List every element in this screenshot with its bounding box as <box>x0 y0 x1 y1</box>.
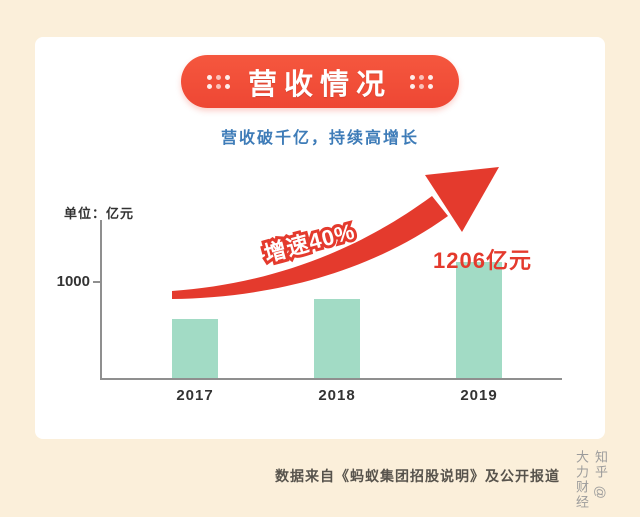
y-axis <box>100 220 102 379</box>
banner-title: 营收情况 <box>247 68 393 101</box>
watermark: 知乎 @大力财经 <box>574 450 608 510</box>
unit-label: 单位：亿元 <box>64 206 135 221</box>
y-tick-mark <box>93 281 100 283</box>
x-tick-label-2019: 2019 <box>460 387 498 404</box>
value-label-2019: 1206亿元 <box>433 248 532 273</box>
bar-2019 <box>456 262 502 378</box>
x-axis <box>100 378 562 380</box>
title-banner: 营收情况 <box>180 55 460 108</box>
x-tick-label-2017: 2017 <box>176 387 214 404</box>
chart-subtitle: 营收破千亿，持续高增长 <box>220 130 419 147</box>
bar-2018 <box>314 299 360 378</box>
y-tick-label: 1000 <box>56 273 90 290</box>
source-caption: 数据来自《蚂蚁集团招股说明》及公开报道 <box>275 468 560 484</box>
bar-2017 <box>172 319 218 378</box>
dot-grid-icon-right <box>410 74 434 89</box>
dot-grid-icon-left <box>206 74 230 89</box>
x-tick-label-2018: 2018 <box>318 387 356 404</box>
